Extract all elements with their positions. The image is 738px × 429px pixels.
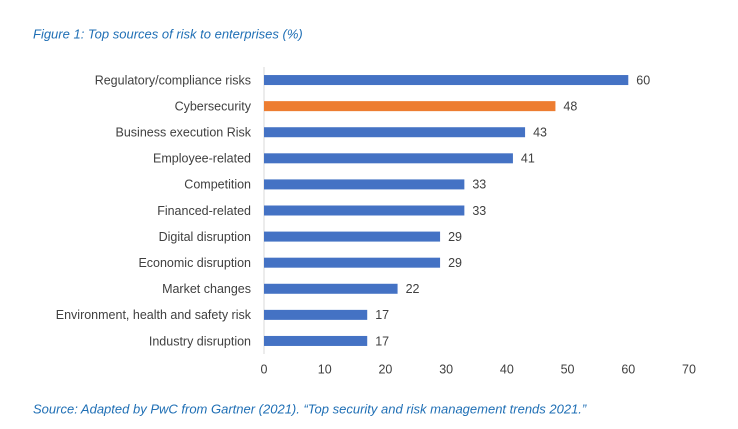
x-tick-label: 70 bbox=[682, 362, 696, 376]
chart-title: Figure 1: Top sources of risk to enterpr… bbox=[33, 26, 303, 41]
bar bbox=[264, 231, 441, 242]
y-tick-label: Economic disruption bbox=[138, 256, 251, 270]
bar bbox=[264, 127, 526, 138]
bar bbox=[264, 257, 441, 268]
data-label: 29 bbox=[448, 230, 462, 244]
data-label: 33 bbox=[472, 178, 486, 192]
y-tick-label: Regulatory/compliance risks bbox=[95, 73, 251, 87]
x-tick-label: 30 bbox=[439, 362, 453, 376]
bar bbox=[264, 179, 465, 190]
y-tick-label: Employee-related bbox=[153, 152, 251, 166]
data-label: 60 bbox=[636, 73, 650, 87]
bar bbox=[264, 309, 368, 320]
y-tick-label: Business execution Risk bbox=[116, 126, 252, 140]
y-tick-label: Competition bbox=[184, 178, 251, 192]
x-tick-label: 10 bbox=[318, 362, 332, 376]
x-tick-label: 50 bbox=[561, 362, 575, 376]
x-tick-label: 0 bbox=[261, 362, 268, 376]
data-label: 22 bbox=[406, 282, 420, 296]
bar bbox=[264, 335, 368, 346]
y-tick-label: Industry disruption bbox=[149, 334, 251, 348]
y-tick-label: Market changes bbox=[162, 282, 251, 296]
data-label: 33 bbox=[472, 204, 486, 218]
bar bbox=[264, 153, 513, 164]
data-label: 17 bbox=[375, 308, 389, 322]
data-label: 48 bbox=[563, 99, 577, 113]
x-tick-label: 60 bbox=[621, 362, 635, 376]
data-label: 17 bbox=[375, 334, 389, 348]
y-tick-label: Financed-related bbox=[157, 204, 251, 218]
bar bbox=[264, 283, 398, 294]
x-tick-label: 20 bbox=[378, 362, 392, 376]
data-label: 41 bbox=[521, 152, 535, 166]
y-tick-label: Digital disruption bbox=[159, 230, 251, 244]
bar bbox=[264, 75, 629, 86]
source-note: Source: Adapted by PwC from Gartner (202… bbox=[33, 401, 587, 416]
y-tick-label: Environment, health and safety risk bbox=[56, 308, 252, 322]
x-tick-label: 40 bbox=[500, 362, 514, 376]
y-tick-label: Cybersecurity bbox=[175, 99, 252, 113]
bar bbox=[264, 101, 556, 112]
data-label: 43 bbox=[533, 126, 547, 140]
bar bbox=[264, 205, 465, 216]
data-label: 29 bbox=[448, 256, 462, 270]
